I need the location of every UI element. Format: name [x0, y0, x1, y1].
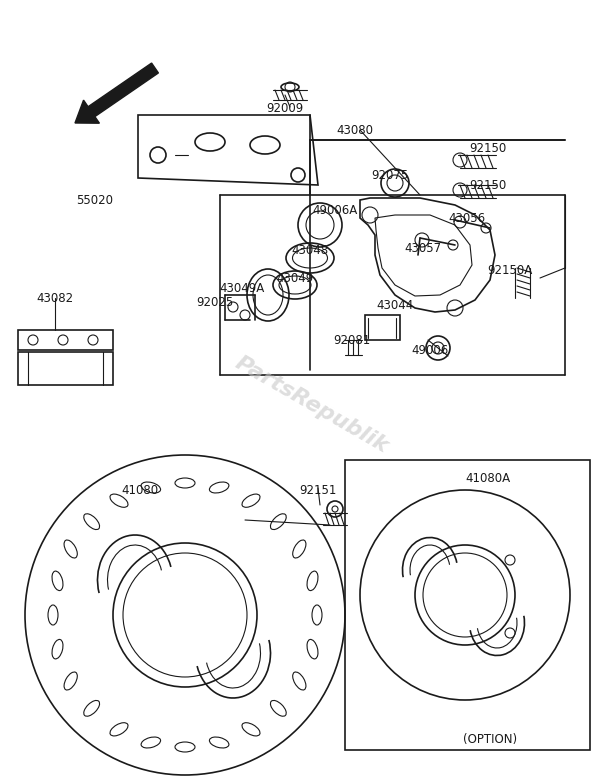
FancyArrow shape	[75, 63, 158, 123]
Text: 92081: 92081	[334, 334, 371, 346]
Text: 92075: 92075	[371, 169, 409, 181]
Text: 92150: 92150	[469, 178, 506, 191]
Text: 43049: 43049	[277, 272, 314, 285]
Text: 55020: 55020	[77, 194, 113, 206]
Bar	[365, 315, 400, 340]
Text: PartsRepublik: PartsRepublik	[232, 352, 392, 457]
Text: 49006: 49006	[412, 344, 449, 356]
Text: 92150A: 92150A	[487, 264, 533, 276]
Text: 43082: 43082	[37, 292, 74, 304]
Bar	[18, 330, 113, 350]
Text: 49006A: 49006A	[313, 204, 358, 216]
Text: 43056: 43056	[448, 212, 485, 225]
Text: (OPTION): (OPTION)	[463, 734, 517, 747]
Text: 43044: 43044	[376, 299, 413, 311]
Text: 92025: 92025	[196, 296, 233, 309]
Text: 43080: 43080	[337, 124, 373, 136]
Text: 41080: 41080	[121, 483, 158, 496]
Text: 92151: 92151	[299, 483, 337, 496]
Text: 43048: 43048	[292, 244, 329, 257]
Bar	[18, 352, 113, 385]
Bar	[345, 460, 590, 750]
Text: 41080A: 41080A	[466, 471, 511, 485]
Text: 92150: 92150	[469, 142, 506, 155]
Text: 43049A: 43049A	[220, 282, 265, 295]
Text: 43057: 43057	[404, 241, 442, 254]
Text: 92009: 92009	[266, 101, 304, 114]
